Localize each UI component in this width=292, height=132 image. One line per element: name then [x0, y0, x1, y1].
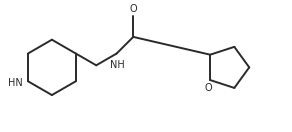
Text: HN: HN: [8, 78, 23, 88]
Text: O: O: [205, 83, 213, 93]
Text: NH: NH: [110, 60, 125, 70]
Text: O: O: [129, 4, 137, 14]
